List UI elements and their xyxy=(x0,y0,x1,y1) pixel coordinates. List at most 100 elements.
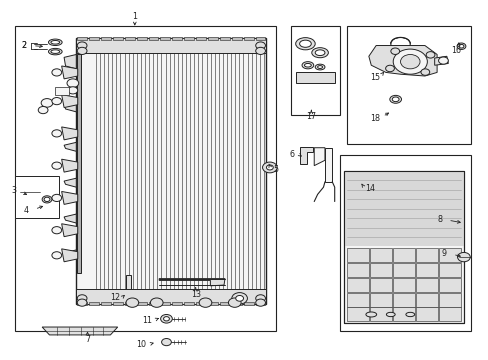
Polygon shape xyxy=(61,249,78,262)
Circle shape xyxy=(126,298,139,307)
Bar xyxy=(415,248,437,262)
Polygon shape xyxy=(434,56,447,65)
Bar xyxy=(231,302,241,305)
Bar xyxy=(76,39,266,53)
Bar xyxy=(160,37,170,40)
Text: 15: 15 xyxy=(369,73,380,82)
Bar xyxy=(255,37,265,40)
Circle shape xyxy=(255,299,265,306)
Bar xyxy=(415,263,437,277)
Polygon shape xyxy=(64,142,76,151)
Bar xyxy=(392,278,414,292)
Ellipse shape xyxy=(386,312,394,317)
Bar xyxy=(101,37,111,40)
Ellipse shape xyxy=(405,312,414,317)
Circle shape xyxy=(52,252,61,259)
Text: 14: 14 xyxy=(365,184,374,193)
Ellipse shape xyxy=(317,66,322,68)
Circle shape xyxy=(457,252,469,262)
Circle shape xyxy=(67,79,79,87)
Circle shape xyxy=(163,317,169,321)
Bar xyxy=(339,155,470,330)
Text: 11: 11 xyxy=(142,316,152,325)
Circle shape xyxy=(161,338,171,346)
Bar xyxy=(369,307,391,321)
Circle shape xyxy=(392,49,427,74)
Bar xyxy=(344,171,463,323)
Bar xyxy=(438,278,460,292)
Bar xyxy=(392,307,414,321)
Circle shape xyxy=(41,99,53,107)
Polygon shape xyxy=(64,54,76,69)
Bar xyxy=(124,37,135,40)
Circle shape xyxy=(199,298,211,307)
Text: 2: 2 xyxy=(21,41,27,50)
Circle shape xyxy=(235,296,243,301)
Circle shape xyxy=(438,57,447,64)
Circle shape xyxy=(400,54,419,69)
Polygon shape xyxy=(61,192,78,204)
Ellipse shape xyxy=(304,63,311,67)
Bar xyxy=(415,307,437,321)
Circle shape xyxy=(52,98,61,105)
Bar xyxy=(344,171,463,323)
Polygon shape xyxy=(325,148,331,182)
Ellipse shape xyxy=(48,48,62,55)
Text: 16: 16 xyxy=(451,46,461,55)
Bar xyxy=(369,293,391,307)
Bar xyxy=(438,248,460,262)
Text: 7: 7 xyxy=(85,335,90,344)
Bar xyxy=(346,307,368,321)
Ellipse shape xyxy=(458,44,463,48)
Bar xyxy=(438,307,460,321)
Bar xyxy=(196,37,205,40)
Bar xyxy=(160,302,170,305)
Text: 8: 8 xyxy=(436,215,441,224)
Bar xyxy=(55,87,69,95)
Text: 17: 17 xyxy=(305,112,316,121)
Ellipse shape xyxy=(302,62,313,69)
Circle shape xyxy=(255,42,265,49)
Polygon shape xyxy=(61,95,78,108)
Polygon shape xyxy=(64,250,76,259)
Bar xyxy=(243,302,253,305)
Ellipse shape xyxy=(315,50,325,55)
Circle shape xyxy=(52,162,61,169)
Bar xyxy=(392,293,414,307)
Bar xyxy=(148,302,158,305)
Bar xyxy=(148,37,158,40)
Polygon shape xyxy=(42,327,118,335)
Circle shape xyxy=(68,87,78,94)
Bar xyxy=(184,37,194,40)
Bar xyxy=(207,302,218,305)
Ellipse shape xyxy=(311,48,328,58)
Bar xyxy=(15,26,276,330)
Ellipse shape xyxy=(299,40,311,47)
Bar xyxy=(184,302,194,305)
Circle shape xyxy=(255,295,265,302)
Text: 4: 4 xyxy=(24,206,29,215)
Bar xyxy=(113,37,122,40)
Bar xyxy=(77,302,87,305)
Bar xyxy=(207,37,218,40)
Circle shape xyxy=(228,298,241,307)
Circle shape xyxy=(231,293,247,304)
Ellipse shape xyxy=(390,37,409,50)
Circle shape xyxy=(52,130,61,137)
Bar xyxy=(196,302,205,305)
Circle shape xyxy=(426,51,434,58)
Circle shape xyxy=(52,226,61,234)
Bar xyxy=(438,293,460,307)
Ellipse shape xyxy=(51,50,60,53)
Circle shape xyxy=(420,69,429,75)
Circle shape xyxy=(390,48,399,54)
Circle shape xyxy=(52,194,61,202)
Ellipse shape xyxy=(365,312,376,317)
Bar xyxy=(231,37,241,40)
Ellipse shape xyxy=(456,43,465,49)
Bar xyxy=(172,302,182,305)
Polygon shape xyxy=(61,224,78,237)
Ellipse shape xyxy=(315,64,325,70)
Text: 9: 9 xyxy=(441,249,446,258)
Polygon shape xyxy=(314,148,325,166)
